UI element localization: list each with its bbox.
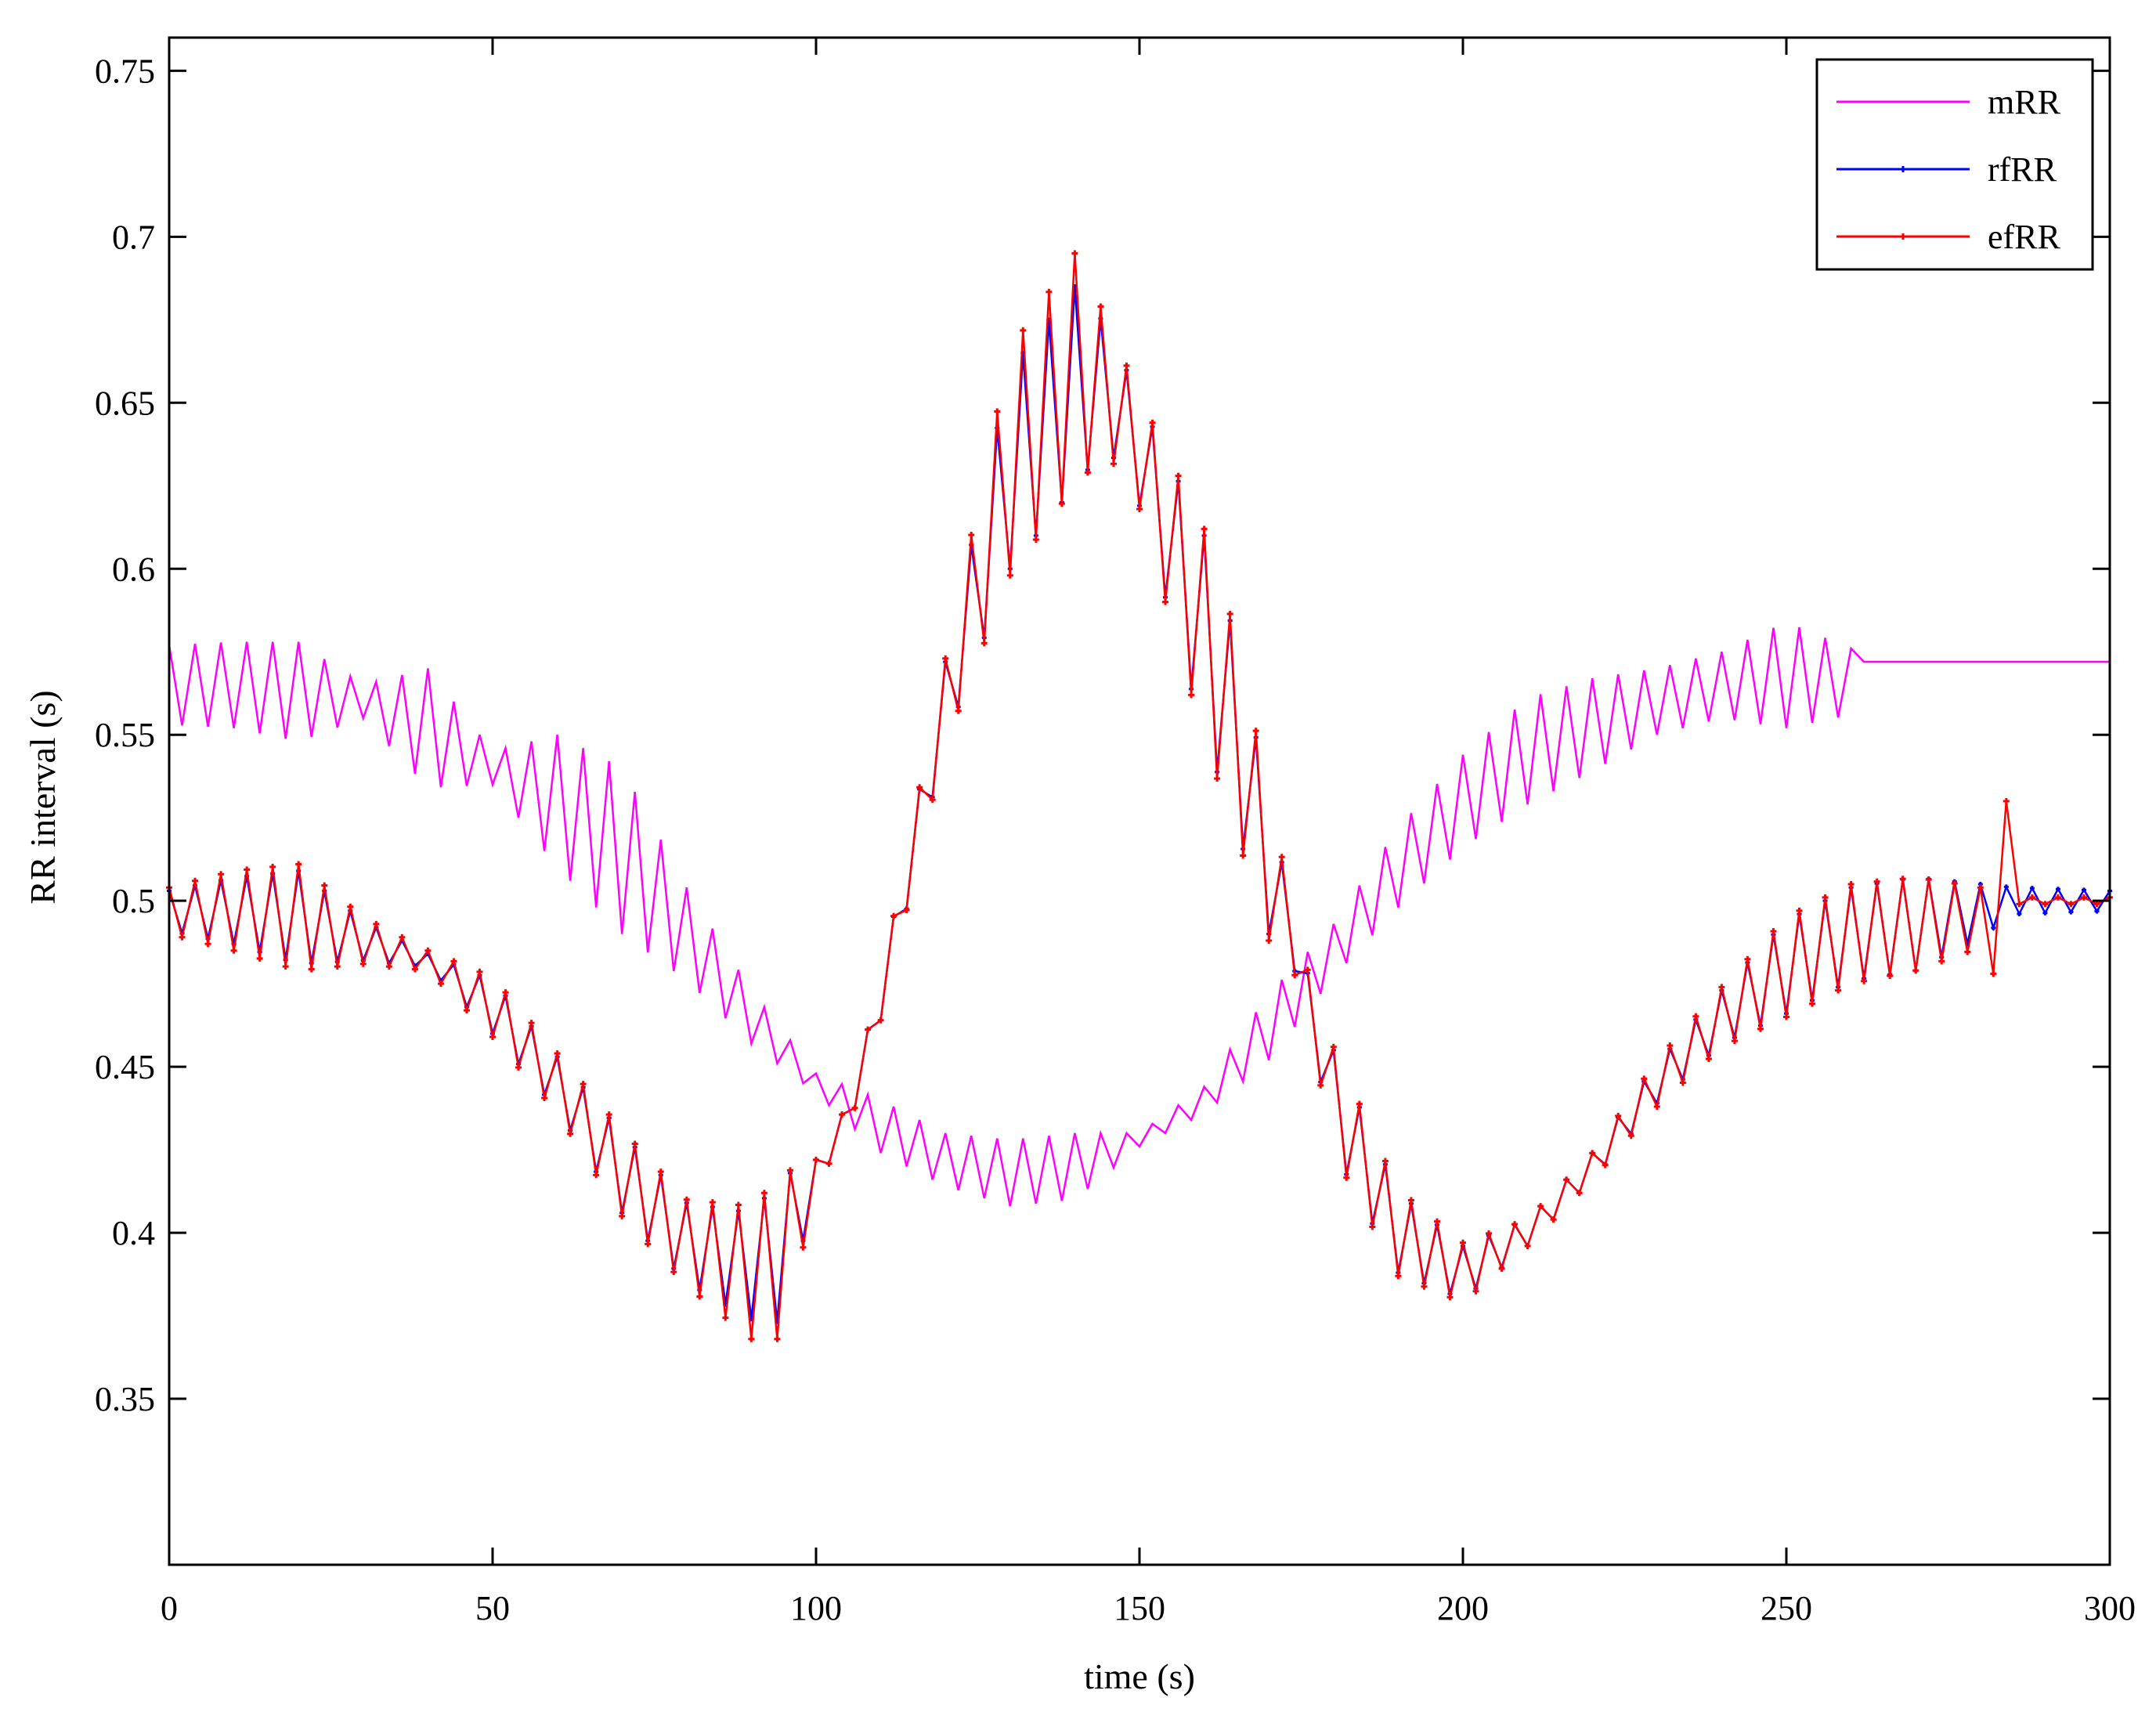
- legend-box: [1815, 58, 2094, 271]
- x-tick-label: 300: [2084, 1589, 2136, 1627]
- legend-label-rfRR: rfRR: [1988, 150, 2057, 189]
- x-tick-label: 0: [161, 1589, 178, 1627]
- y-tick-label: 0.65: [95, 384, 155, 422]
- x-tick-label: 100: [790, 1589, 842, 1627]
- y-axis-label: RR interval (s): [23, 690, 63, 904]
- legend-label-mRR: mRR: [1988, 83, 2061, 121]
- y-tick-label: 0.7: [112, 218, 155, 256]
- legend-label-efRR: efRR: [1988, 218, 2061, 256]
- legend-marker: [1900, 166, 1906, 172]
- y-tick-label: 0.45: [95, 1048, 155, 1086]
- y-tick-label: 0.75: [95, 52, 155, 90]
- x-tick-label: 200: [1437, 1589, 1489, 1627]
- y-tick-label: 0.5: [112, 882, 155, 920]
- series-mRR: [168, 627, 2110, 1207]
- y-tick-label: 0.4: [112, 1214, 155, 1252]
- x-axis: 0 50 100 150 200 250 300: [161, 38, 2136, 1627]
- legend: mRR rfRR efRR: [1815, 58, 2094, 271]
- x-tick-label: 150: [1114, 1589, 1165, 1627]
- y-tick-label: 0.35: [95, 1380, 155, 1418]
- y-axis: 0.35 0.4 0.45 0.5 0.55 0.6 0.65 0.7 0.75: [95, 52, 2110, 1418]
- x-axis-label: time (s): [1084, 1656, 1195, 1696]
- plot-area: [169, 38, 2110, 1565]
- legend-marker: [1900, 233, 1906, 240]
- y-tick-label: 0.6: [112, 550, 155, 588]
- x-tick-label: 50: [475, 1589, 510, 1627]
- x-tick-label: 250: [1761, 1589, 1812, 1627]
- series-line-mRR: [168, 627, 2110, 1207]
- y-tick-label: 0.55: [95, 716, 155, 754]
